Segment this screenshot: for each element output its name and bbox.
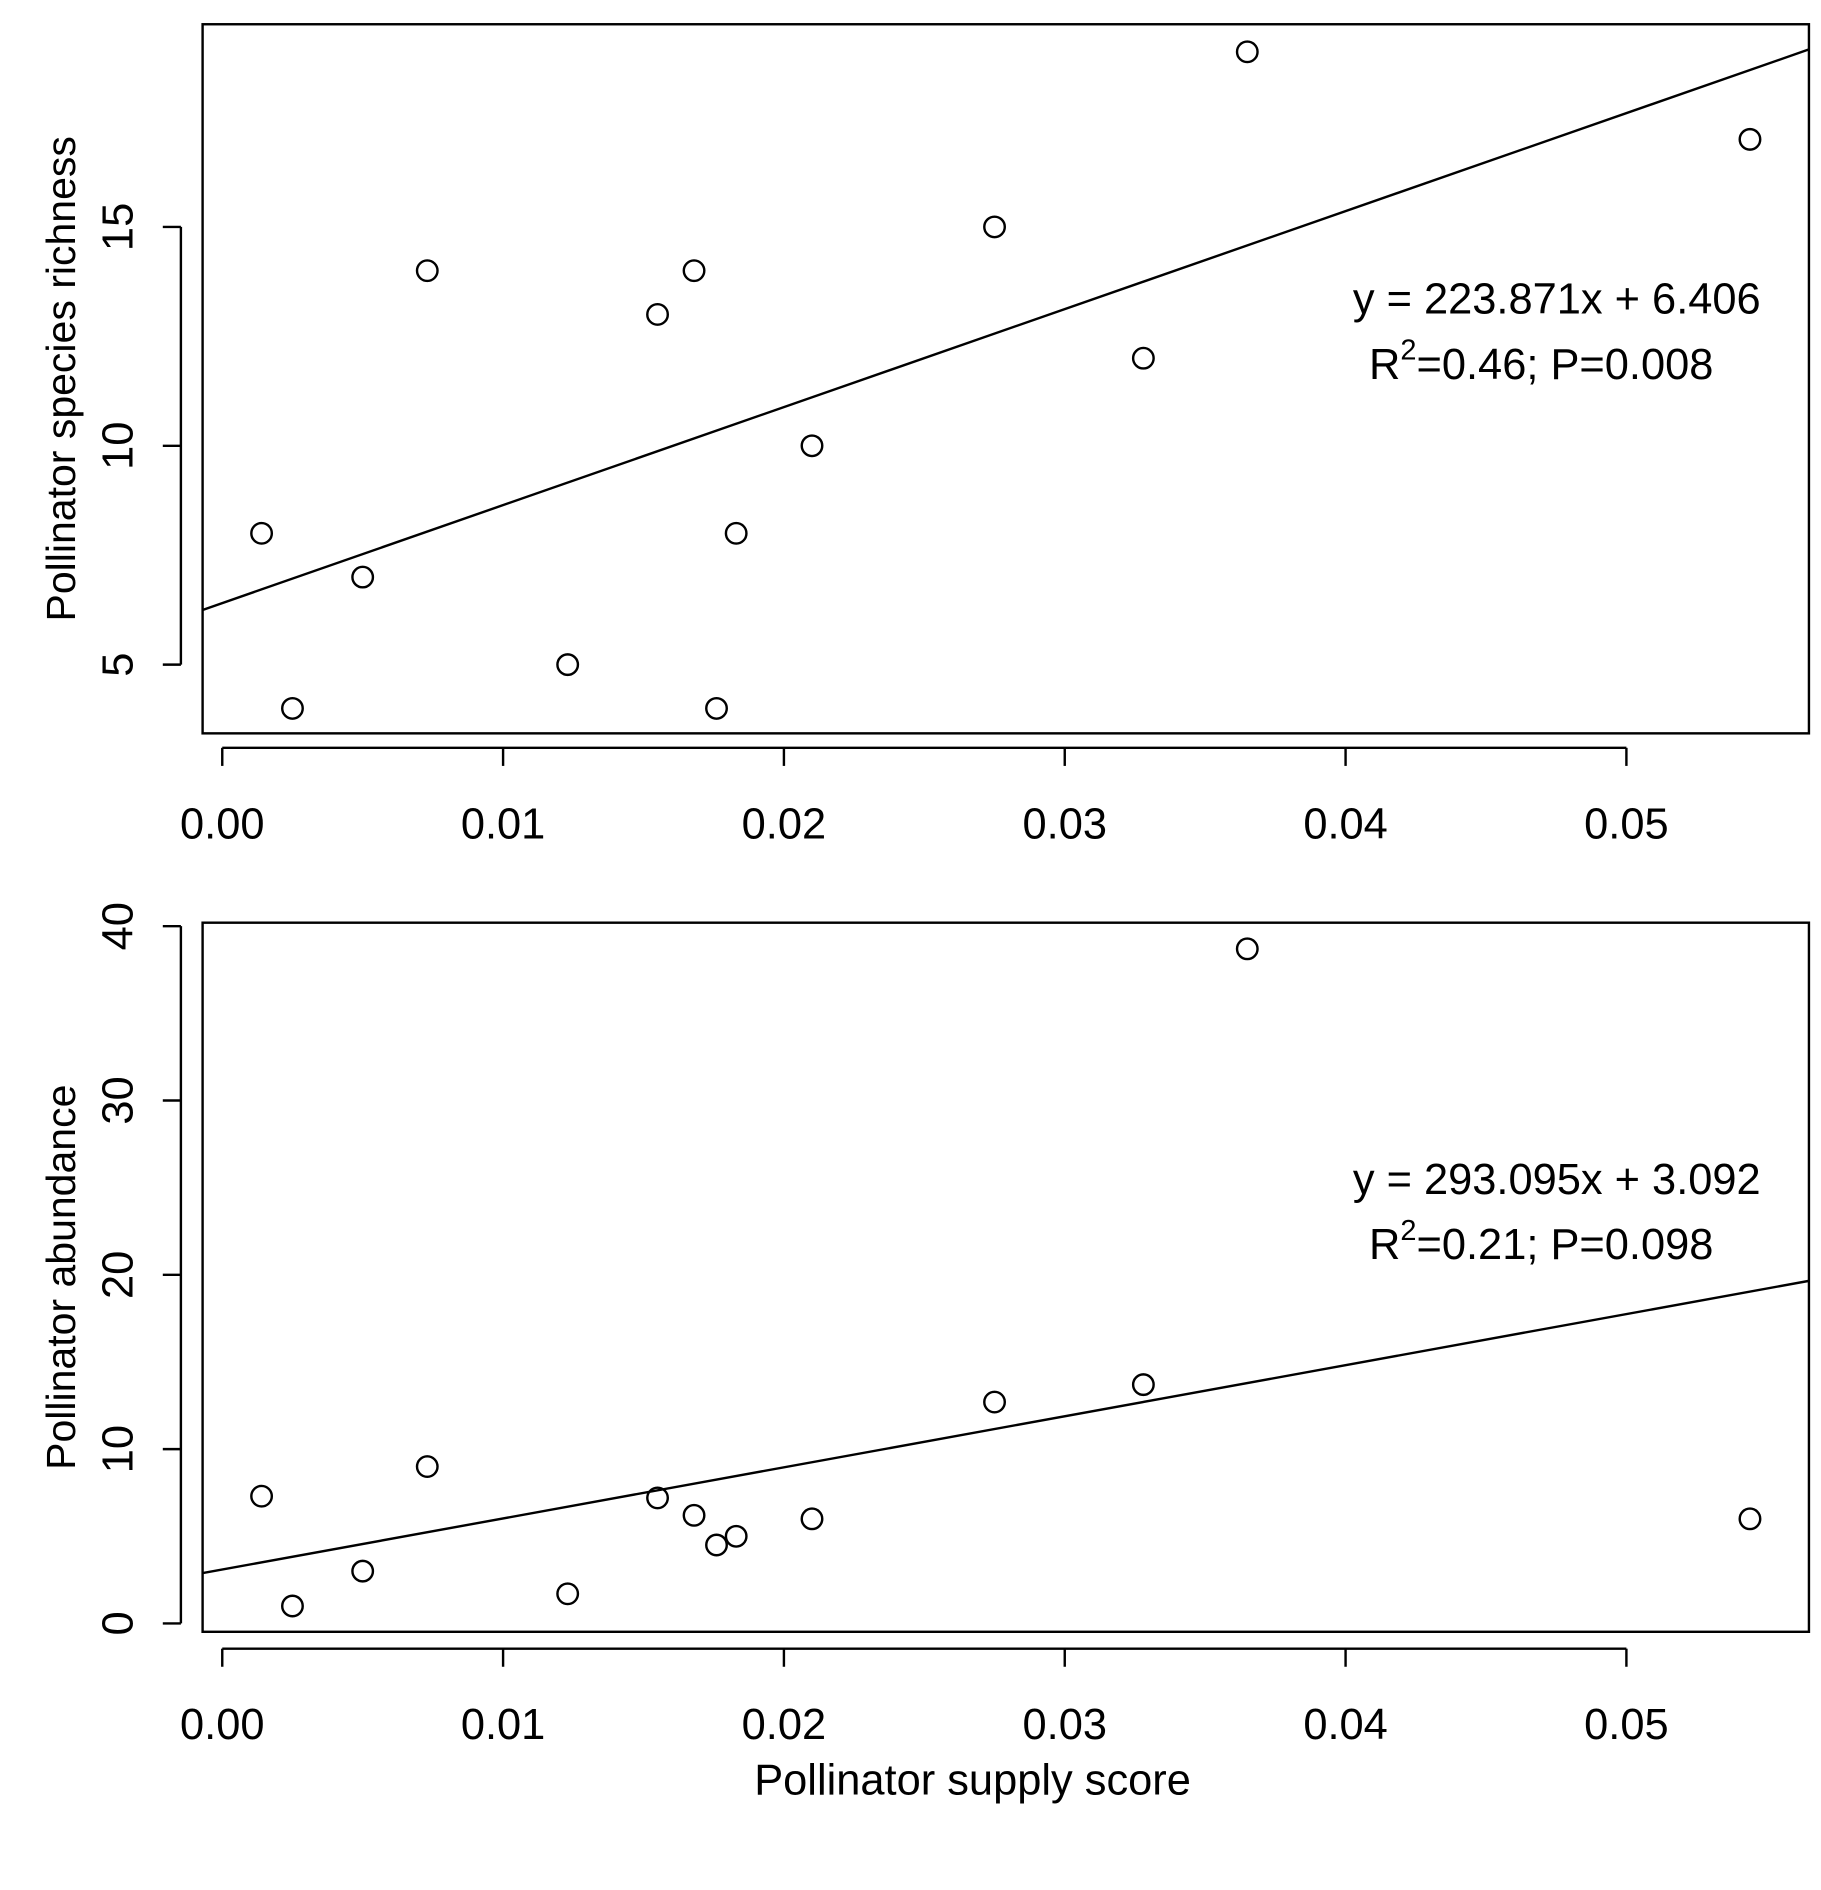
y-tick-label: 40: [95, 902, 143, 950]
x-tick-label: 0.05: [1584, 800, 1668, 848]
y-tick-label: 20: [95, 1251, 143, 1299]
y-tick-label: 5: [95, 653, 143, 677]
r-symbol: R: [1369, 1221, 1400, 1269]
plot-frame: [201, 921, 1811, 1634]
x-tick-label: 0.02: [742, 1701, 826, 1749]
y-tick-label: 30: [95, 1076, 143, 1124]
data-point: [250, 1484, 274, 1508]
x-tick-label: 0.04: [1303, 800, 1387, 848]
r-superscript: 2: [1400, 1215, 1416, 1247]
data-point: [351, 565, 375, 589]
data-point: [351, 1559, 375, 1583]
x-axis-label: Pollinator supply score: [754, 1757, 1191, 1805]
r-symbol: R: [1369, 341, 1400, 389]
data-point: [646, 1486, 670, 1510]
data-point: [705, 696, 728, 720]
x-tick-label: 0.04: [1303, 1701, 1387, 1749]
data-point: [1738, 127, 1762, 151]
y-tick-label: 0: [95, 1611, 143, 1635]
panel-1: 0.00 0.01 0.02 0.03 0.04 0.05 5 10 15Pollinator …: [38, 23, 1811, 848]
x-tick-label: 0.03: [1023, 800, 1107, 848]
data-point: [415, 259, 439, 283]
data-point: [983, 215, 1006, 239]
stats-text: =0.46; P=0.008: [1417, 341, 1714, 389]
regression-equation: y = 293.095x + 3.092: [1353, 1156, 1761, 1204]
data-point: [250, 521, 274, 545]
r-superscript: 2: [1400, 335, 1416, 367]
data-point: [556, 1582, 580, 1606]
x-tick-label: 0.05: [1584, 1701, 1668, 1749]
y-tick-label: 15: [95, 203, 143, 251]
data-point: [1131, 346, 1155, 370]
data-point: [281, 696, 304, 720]
x-tick-label: 0.00: [180, 1701, 264, 1749]
data-point: [800, 1507, 824, 1531]
data-point: [1131, 1373, 1155, 1397]
regression-line: [202, 48, 1809, 612]
panel-2: 0.00 0.01 0.02 0.03 0.04 0.05 0 10 20 30 40 Pollina…: [38, 902, 1811, 1805]
regression-line: [202, 1279, 1809, 1575]
data-point: [724, 521, 748, 545]
y-axis-label: Pollinator species richness: [38, 136, 84, 621]
x-tick-label: 0.01: [461, 800, 545, 848]
data-point: [1738, 1507, 1762, 1531]
y-tick-label: 10: [95, 422, 143, 470]
data-point: [682, 259, 706, 283]
regression-stats: R2=0.21; P=0.098: [1369, 1215, 1713, 1269]
stats-text: =0.21; P=0.098: [1417, 1221, 1714, 1269]
data-point: [1235, 937, 1259, 961]
data-point: [281, 1594, 304, 1618]
x-tick-label: 0.01: [461, 1701, 545, 1749]
data-point: [800, 434, 824, 458]
plot-frame: [201, 23, 1811, 735]
data-point: [1235, 40, 1259, 64]
data-point: [705, 1533, 728, 1557]
x-tick-label: 0.03: [1023, 1701, 1107, 1749]
y-tick-label: 10: [95, 1425, 143, 1473]
x-tick-label: 0.00: [180, 800, 264, 848]
x-tick-label: 0.02: [742, 800, 826, 848]
data-point: [415, 1455, 439, 1479]
data-point: [556, 653, 580, 677]
data-point: [646, 303, 670, 326]
data-point: [724, 1524, 748, 1548]
data-point: [682, 1503, 706, 1527]
data-point: [983, 1390, 1006, 1414]
y-axis-label: Pollinator abundance: [38, 1085, 84, 1470]
regression-equation: y = 223.871x + 6.406: [1353, 276, 1761, 324]
regression-stats: R2=0.46; P=0.008: [1369, 335, 1713, 389]
